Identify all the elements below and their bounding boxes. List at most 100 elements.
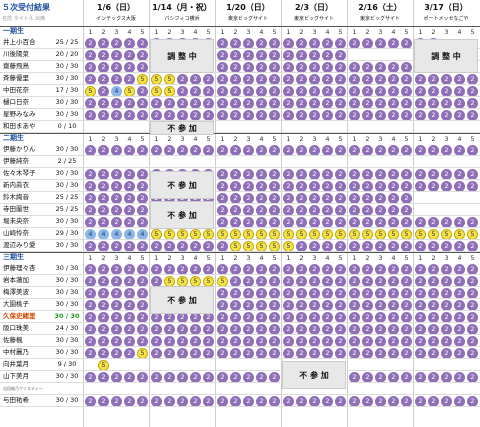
attendance-cell: 2 bbox=[98, 264, 109, 275]
attendance-cell: 2 bbox=[296, 50, 307, 61]
attendance-cell: 2 bbox=[256, 217, 267, 228]
attendance-cell: 2 bbox=[230, 300, 241, 311]
attendance-cell: 2 bbox=[124, 288, 135, 299]
attendance-cell: 2 bbox=[388, 276, 399, 287]
member-name: 樋口日奈 bbox=[3, 98, 29, 106]
attendance-cell: 2 bbox=[335, 336, 346, 347]
attendance-cell: 2 bbox=[124, 300, 135, 311]
attendance-cell: 2 bbox=[230, 38, 241, 49]
attendance-cell: 2 bbox=[85, 312, 96, 323]
attendance-cell: 2 bbox=[137, 38, 148, 49]
column-divider bbox=[347, 0, 348, 427]
attendance-cell: 2 bbox=[111, 324, 122, 335]
attendance-cell: 2 bbox=[85, 38, 96, 49]
column-number: 5 bbox=[470, 254, 475, 262]
attendance-cell: 2 bbox=[428, 86, 439, 97]
attendance-cell: 2 bbox=[151, 264, 162, 275]
attendance-cell: 2 bbox=[362, 324, 373, 335]
attendance-cell: 2 bbox=[98, 205, 109, 216]
attendance-cell: 2 bbox=[322, 98, 333, 109]
member-score: 20 / 20 bbox=[55, 50, 79, 58]
attendance-cell: 4 bbox=[137, 229, 148, 240]
attendance-cell: 2 bbox=[415, 336, 426, 347]
attendance-cell: 2 bbox=[85, 74, 96, 85]
attendance-cell: 2 bbox=[177, 372, 188, 383]
column-number: 5 bbox=[272, 135, 277, 143]
attendance-cell: 2 bbox=[349, 62, 360, 73]
column-number: 5 bbox=[338, 135, 343, 143]
attendance-cell: 2 bbox=[296, 38, 307, 49]
attendance-cell: 2 bbox=[296, 110, 307, 121]
member-name: 山下美月 bbox=[3, 372, 29, 380]
attendance-cell: 2 bbox=[283, 288, 294, 299]
attendance-cell: 2 bbox=[296, 241, 307, 252]
attendance-cell: 2 bbox=[322, 324, 333, 335]
attendance-cell: 2 bbox=[375, 217, 386, 228]
attendance-cell: 2 bbox=[428, 217, 439, 228]
attendance-cell: 2 bbox=[454, 98, 465, 109]
attendance-cell: 2 bbox=[269, 181, 280, 192]
column-divider bbox=[281, 0, 282, 427]
generation-label: 二期生 bbox=[3, 134, 24, 142]
attendance-cell: 2 bbox=[164, 348, 175, 359]
attendance-cell: 2 bbox=[111, 193, 122, 204]
attendance-cell: 2 bbox=[349, 312, 360, 323]
status-label: 不 参 加 bbox=[167, 181, 197, 190]
attendance-cell: 2 bbox=[388, 38, 399, 49]
member-score: 29 / 30 bbox=[55, 229, 79, 237]
column-number: 1 bbox=[220, 28, 225, 36]
attendance-cell: 2 bbox=[362, 276, 373, 287]
attendance-cell: 2 bbox=[283, 193, 294, 204]
attendance-cell: 2 bbox=[256, 50, 267, 61]
attendance-cell: 2 bbox=[309, 145, 320, 156]
attendance-cell: 2 bbox=[362, 288, 373, 299]
attendance-cell: 2 bbox=[322, 145, 333, 156]
column-number: 2 bbox=[101, 254, 106, 262]
attendance-cell: 2 bbox=[269, 98, 280, 109]
attendance-cell: 2 bbox=[296, 336, 307, 347]
attendance-cell: 2 bbox=[243, 312, 254, 323]
row-divider bbox=[0, 370, 480, 371]
attendance-cell: 2 bbox=[309, 300, 320, 311]
attendance-cell: 2 bbox=[85, 145, 96, 156]
attendance-cell: 2 bbox=[401, 396, 412, 407]
attendance-cell: 2 bbox=[243, 110, 254, 121]
member-score: 30 / 30 bbox=[55, 264, 79, 272]
column-number: 1 bbox=[418, 135, 423, 143]
attendance-cell: 2 bbox=[269, 110, 280, 121]
member-score: 30 / 30 bbox=[55, 110, 79, 118]
attendance-cell: 2 bbox=[454, 324, 465, 335]
attendance-cell: 2 bbox=[124, 241, 135, 252]
attendance-cell: 2 bbox=[85, 264, 96, 275]
attendance-cell: 2 bbox=[256, 181, 267, 192]
attendance-cell: 2 bbox=[283, 312, 294, 323]
attendance-cell: 2 bbox=[283, 324, 294, 335]
attendance-cell: 2 bbox=[243, 276, 254, 287]
attendance-cell: 2 bbox=[454, 276, 465, 287]
attendance-cell: 2 bbox=[296, 205, 307, 216]
attendance-cell: 2 bbox=[98, 241, 109, 252]
attendance-cell: 2 bbox=[428, 348, 439, 359]
attendance-cell: 2 bbox=[362, 86, 373, 97]
attendance-cell: 2 bbox=[349, 324, 360, 335]
attendance-cell: 2 bbox=[269, 205, 280, 216]
attendance-cell: 2 bbox=[111, 276, 122, 287]
member-score: 30 / 30 bbox=[55, 74, 79, 82]
attendance-cell: 2 bbox=[151, 372, 162, 383]
column-number: 4 bbox=[325, 28, 330, 36]
attendance-cell: 2 bbox=[388, 181, 399, 192]
attendance-cell: 2 bbox=[124, 98, 135, 109]
generation-label: 三期生 bbox=[3, 253, 24, 261]
member-score: 30 / 30 bbox=[55, 181, 79, 189]
attendance-cell: 2 bbox=[415, 396, 426, 407]
attendance-cell: 2 bbox=[98, 86, 109, 97]
attendance-cell: 2 bbox=[217, 241, 228, 252]
status-label: 不 参 加 bbox=[167, 296, 197, 305]
attendance-cell: 2 bbox=[217, 38, 228, 49]
attendance-cell: 2 bbox=[388, 264, 399, 275]
attendance-cell: 2 bbox=[362, 169, 373, 180]
status-label: 不 参 加 bbox=[167, 211, 197, 220]
column-number: 2 bbox=[233, 28, 238, 36]
attendance-cell: 2 bbox=[362, 145, 373, 156]
attendance-cell: 2 bbox=[401, 181, 412, 192]
